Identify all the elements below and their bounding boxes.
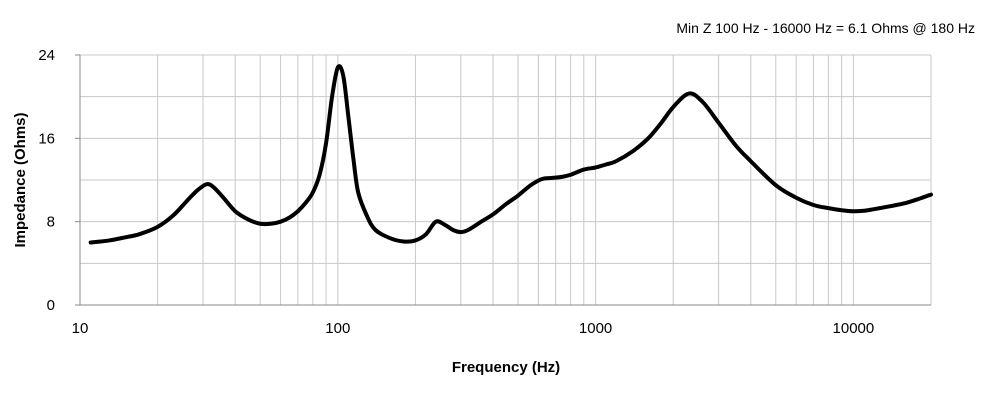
x-tick-label: 10000 (833, 320, 875, 337)
impedance-curve (88, 64, 933, 245)
x-axis-label: Frequency (Hz) (452, 359, 560, 376)
grid (79, 55, 932, 305)
x-axis-ticks: 10 100 1000 10000 (72, 320, 875, 337)
plot-area (79, 54, 931, 306)
y-axis-label: Impedance (Ohms) (12, 112, 29, 247)
y-tick-label: 16 (38, 130, 55, 147)
x-tick-label: 1000 (579, 320, 612, 337)
y-tick-label: 24 (38, 47, 55, 64)
x-tick-label: 10 (72, 320, 89, 337)
y-axis-ticks: 0 8 16 24 (38, 47, 80, 314)
y-tick-label: 0 (47, 297, 55, 314)
x-tick-label: 100 (325, 320, 350, 337)
y-tick-label: 8 (47, 214, 55, 231)
min-impedance-annotation: Min Z 100 Hz - 16000 Hz = 6.1 Ohms @ 180… (676, 20, 975, 36)
